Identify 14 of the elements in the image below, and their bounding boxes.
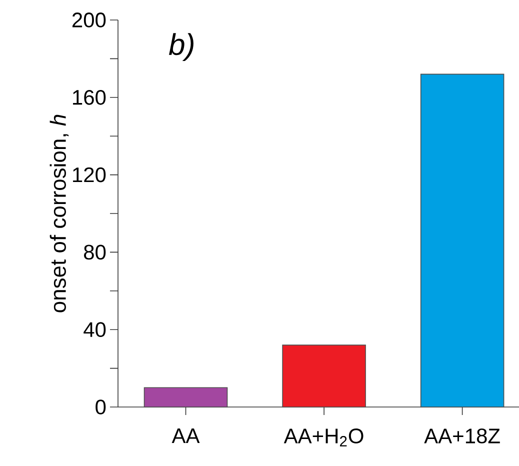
y-tick-label: 120	[73, 167, 106, 182]
x-tick-label: AA+18Z	[424, 428, 500, 444]
bar	[420, 74, 504, 408]
x-tick-label: AA	[172, 428, 200, 443]
y-tick-label: 40	[84, 322, 106, 338]
y-tick-label: 80	[84, 244, 106, 260]
chart-title: b)	[168, 33, 194, 62]
x-tick-label: AA+H$_{2}$O	[284, 428, 364, 446]
y-tick-label: 200	[72, 12, 106, 28]
y-tick-label: 160	[73, 90, 106, 105]
y-tick-label: 0	[96, 400, 106, 414]
bar	[144, 387, 228, 408]
bar	[282, 344, 366, 408]
y-axis-title: onset of corrosion, h	[50, 114, 69, 312]
